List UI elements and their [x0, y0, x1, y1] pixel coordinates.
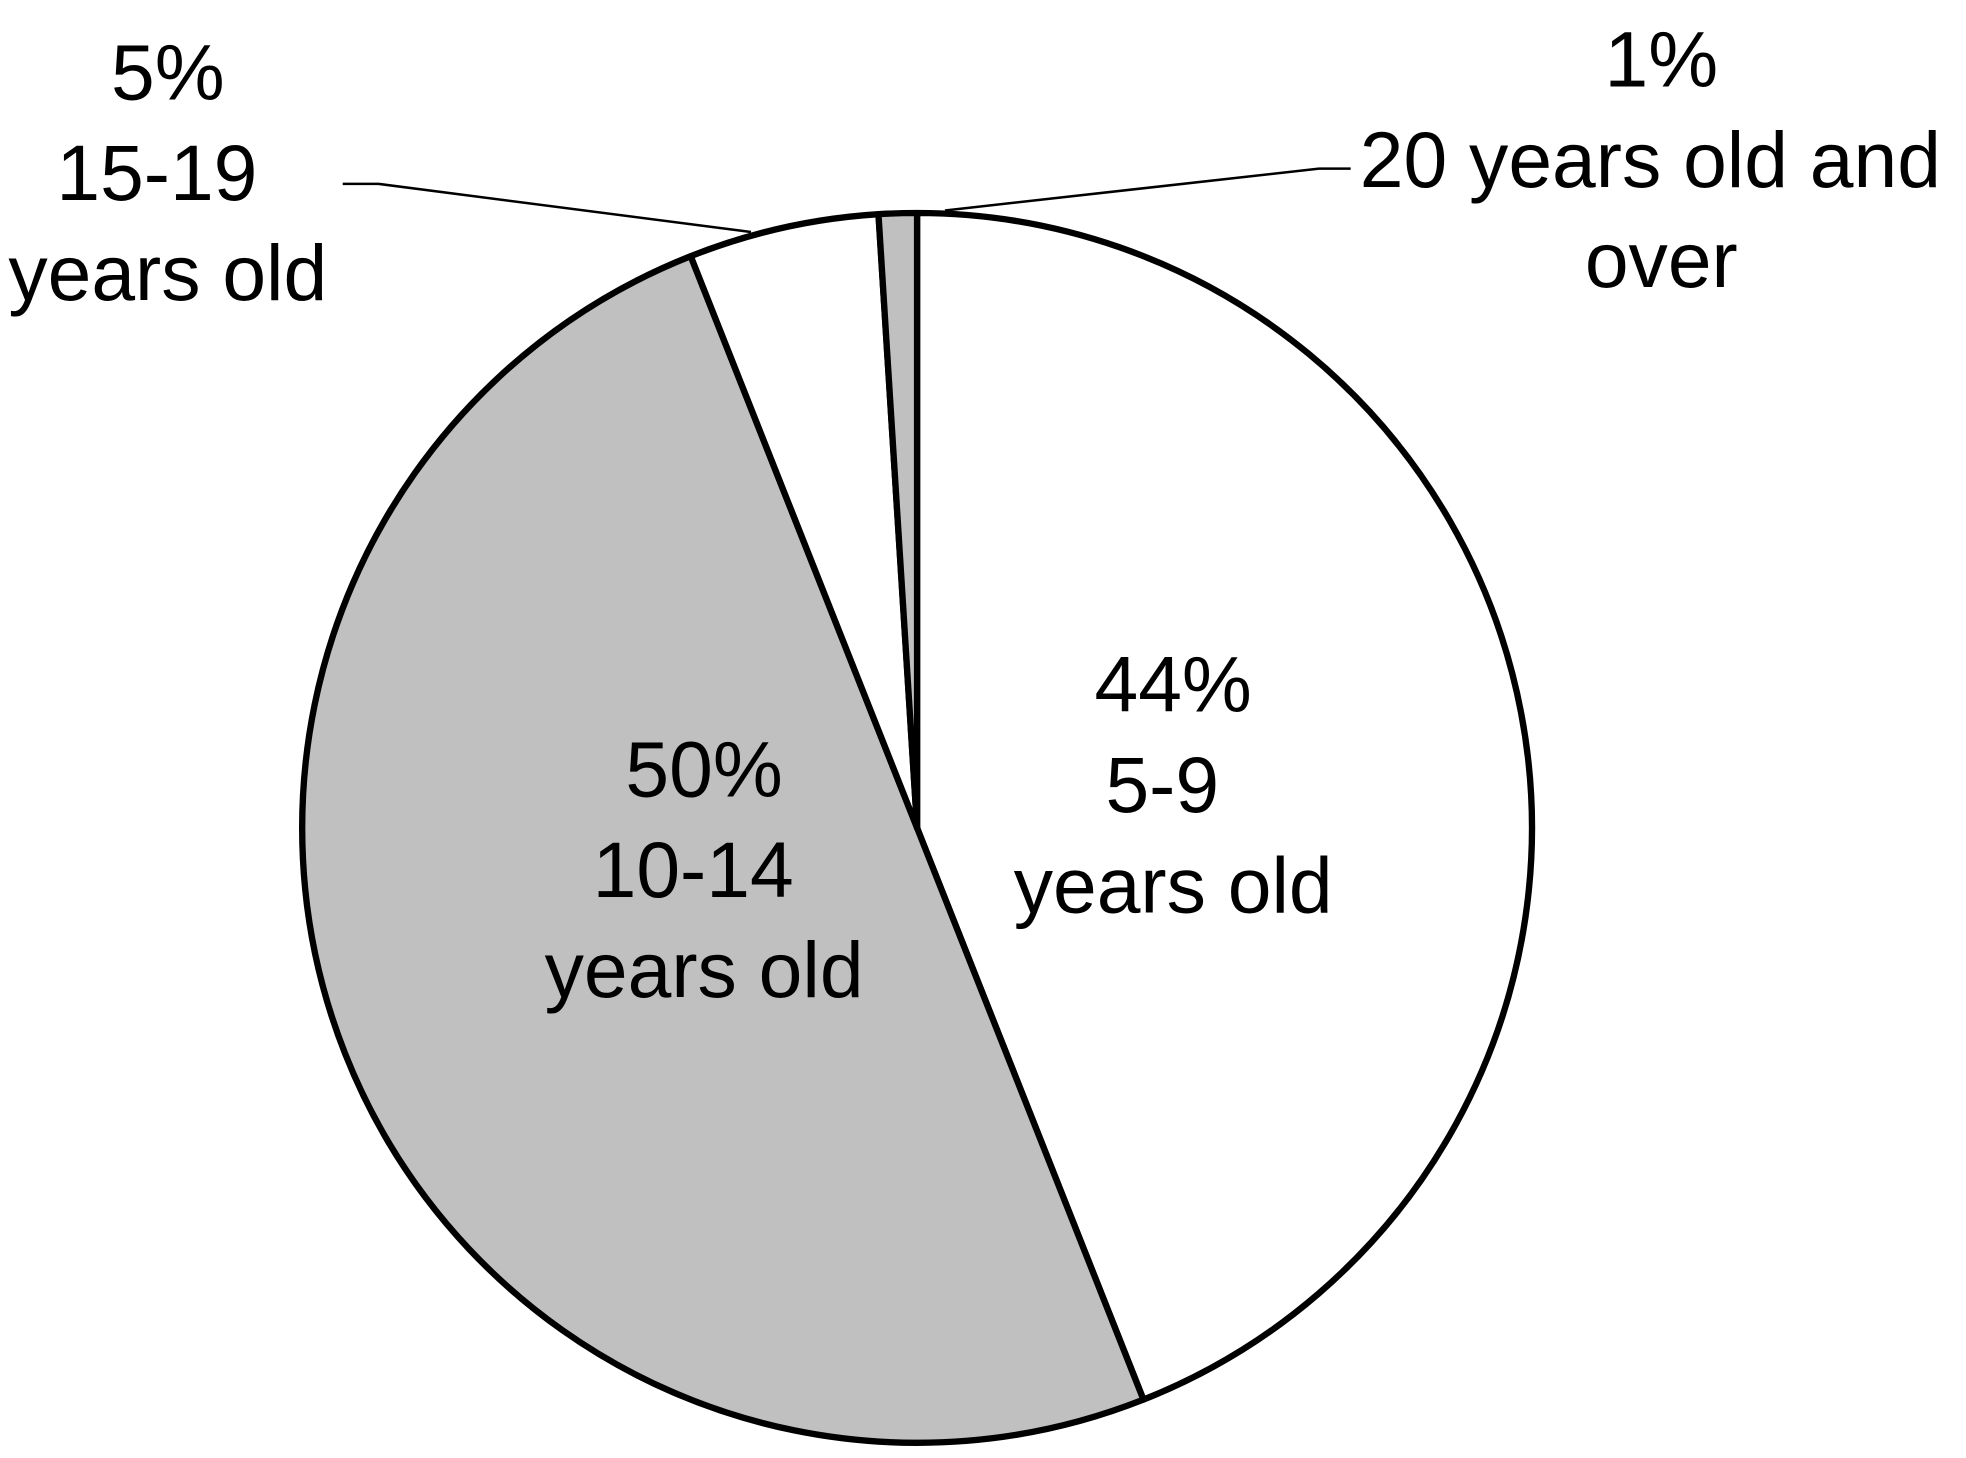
- value-label: 5%: [111, 28, 225, 116]
- category-label: 15-19 years old: [8, 129, 327, 317]
- pie-slice: [687, 211, 921, 832]
- value-label: 1%: [1604, 16, 1718, 104]
- pie-slice: [302, 256, 1143, 1443]
- leader-line: [342, 182, 752, 234]
- category-label: 10-14 years old: [545, 826, 864, 1014]
- value-label: 44%: [1095, 641, 1252, 729]
- value-label: 50%: [625, 726, 782, 814]
- category-label: 20 years old and over: [1360, 116, 1963, 304]
- category-label: 5-9 years old: [1014, 741, 1333, 929]
- pie-slice: [875, 209, 921, 832]
- pie-slice: [913, 209, 1536, 1403]
- leader-line: [944, 167, 1351, 212]
